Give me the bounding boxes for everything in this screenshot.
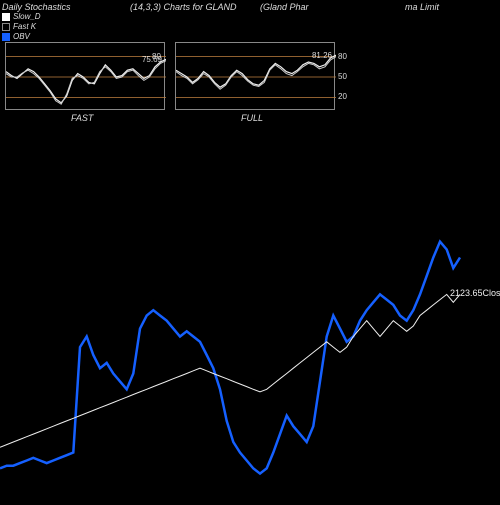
chart-label: FAST <box>71 113 93 123</box>
legend-item-slowd: Slow_D <box>2 12 41 21</box>
legend-swatch-obv <box>2 33 10 41</box>
title-far: ma Limit <box>405 2 439 12</box>
mini-chart-full: 81.26FULL205080 <box>175 42 335 110</box>
title-right: (Gland Phar <box>260 2 309 12</box>
close-value-label: 2123.65Close <box>450 288 500 298</box>
legend-label: OBV <box>13 32 30 41</box>
legend: Slow_D Fast K OBV <box>2 12 41 42</box>
legend-label: Fast K <box>13 22 36 31</box>
chart-value-label: 81.26 <box>312 51 332 60</box>
legend-item-fastk: Fast K <box>2 22 41 31</box>
title-mid: (14,3,3) Charts for GLAND <box>130 2 237 12</box>
tick-label: 80 <box>338 52 347 61</box>
tick-label: 50 <box>338 72 347 81</box>
main-chart-svg <box>0 210 500 500</box>
tick-label: 80 <box>152 52 161 61</box>
legend-label: Slow_D <box>13 12 41 21</box>
legend-item-obv: OBV <box>2 32 41 41</box>
legend-swatch-fastk <box>2 23 10 31</box>
tick-label: 20 <box>338 92 347 101</box>
title-left: Daily Stochastics <box>2 2 71 12</box>
mini-chart-fast: 75.69FAST205080 <box>5 42 165 110</box>
chart-label: FULL <box>241 113 263 123</box>
main-chart: 2123.65Close <box>0 210 500 500</box>
legend-swatch-slowd <box>2 13 10 21</box>
